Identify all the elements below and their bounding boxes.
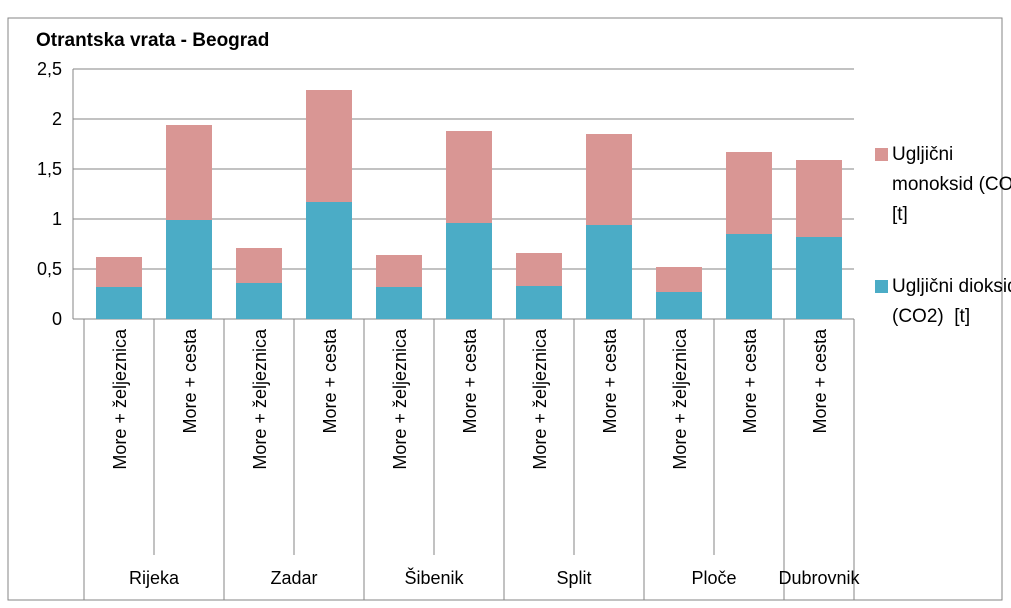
bar-segment [376, 287, 422, 319]
bar-segment [236, 248, 282, 283]
bar-segment [516, 286, 562, 319]
chart-border [7, 17, 1003, 601]
x-tick-label: More + cesta [460, 328, 480, 434]
bar-segment [656, 292, 702, 319]
x-tick-label: More + željeznica [530, 328, 550, 470]
y-tick-label: 2,5 [37, 59, 62, 79]
group-label: Dubrovnik [778, 568, 860, 588]
bar-segment [96, 257, 142, 287]
group-label: Zadar [270, 568, 317, 588]
legend-swatch [875, 148, 888, 161]
group-label: Rijeka [129, 568, 180, 588]
bar-segment [306, 90, 352, 202]
x-tick-label: More + cesta [810, 328, 830, 434]
group-label: Šibenik [404, 567, 464, 588]
group-label: Ploče [691, 568, 736, 588]
legend-swatch [875, 280, 888, 293]
x-tick-label: More + željeznica [670, 328, 690, 470]
x-tick-label: More + cesta [320, 328, 340, 434]
bar-segment [236, 283, 282, 319]
y-tick-label: 0 [52, 309, 62, 329]
legend-label: Ugljični dioksid (CO2) [t] [892, 276, 1011, 327]
bar-segment [166, 220, 212, 319]
x-tick-label: More + cesta [600, 328, 620, 434]
y-tick-label: 1,5 [37, 159, 62, 179]
bar-segment [446, 131, 492, 223]
x-tick-label: More + željeznica [250, 328, 270, 470]
bar-segment [726, 234, 772, 319]
group-label: Split [556, 568, 591, 588]
bar-segment [796, 160, 842, 237]
y-tick-label: 0,5 [37, 259, 62, 279]
bar-segment [586, 225, 632, 319]
chart-title: Otrantska vrata - Beograd [36, 30, 269, 51]
y-tick-label: 1 [52, 209, 62, 229]
bar-segment [376, 255, 422, 287]
bar-segment [446, 223, 492, 319]
bar-segment [516, 253, 562, 286]
x-tick-label: More + cesta [180, 328, 200, 434]
bar-segment [96, 287, 142, 319]
legend-label: Ugljični monoksid (CO) [t] [892, 144, 1011, 225]
x-tick-label: More + željeznica [110, 328, 130, 470]
bar-segment [796, 237, 842, 319]
bar-segment [656, 267, 702, 292]
bar-segment [166, 125, 212, 220]
bar-segment [306, 202, 352, 319]
y-tick-label: 2 [52, 109, 62, 129]
bar-segment [586, 134, 632, 225]
bar-segment [726, 152, 772, 234]
x-tick-label: More + željeznica [390, 328, 410, 470]
x-tick-label: More + cesta [740, 328, 760, 434]
